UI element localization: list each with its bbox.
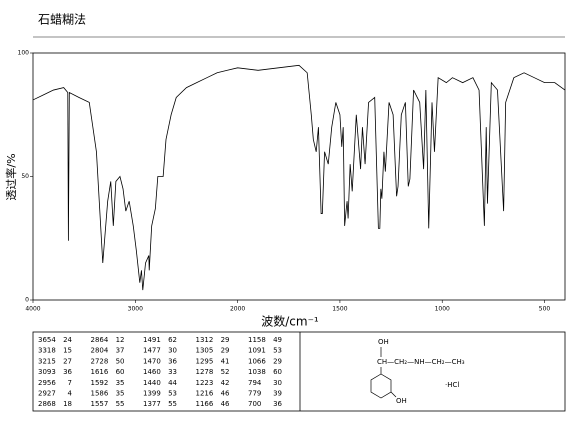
peak-transmittance: 50 — [116, 357, 125, 365]
peak-wavenumber: 1312 — [196, 336, 214, 344]
peak-wavenumber: 3093 — [38, 368, 56, 376]
peak-wavenumber: 1477 — [143, 347, 161, 355]
peak-wavenumber: 1066 — [248, 357, 266, 365]
table-frame — [32, 331, 566, 412]
peak-transmittance: 29 — [273, 357, 282, 365]
peak-wavenumber: 1166 — [196, 400, 214, 408]
peak-wavenumber: 1158 — [248, 336, 266, 344]
peak-wavenumber: 2927 — [38, 390, 56, 398]
peak-wavenumber: 1440 — [143, 379, 161, 387]
peak-transmittance: 33 — [168, 368, 177, 376]
peak-transmittance: 12 — [116, 336, 125, 344]
peak-wavenumber: 1586 — [91, 390, 109, 398]
peak-wavenumber: 3318 — [38, 347, 56, 355]
peak-wavenumber: 1592 — [91, 379, 109, 387]
peak-transmittance: 55 — [168, 400, 177, 408]
y-tick-label: 0 — [25, 297, 29, 304]
peak-wavenumber: 1038 — [248, 368, 266, 376]
structure-chain: CH—CH₂—NH—CH₂—CH₃ — [377, 358, 465, 366]
x-tick-label: 1500 — [332, 306, 347, 313]
peak-transmittance: 18 — [63, 400, 72, 408]
peak-transmittance: 42 — [221, 379, 230, 387]
x-tick-label: 3000 — [128, 306, 143, 313]
peak-wavenumber: 3654 — [38, 336, 56, 344]
peak-transmittance: 53 — [273, 347, 282, 355]
peak-wavenumber: 1377 — [143, 400, 161, 408]
peak-transmittance: 60 — [116, 368, 125, 376]
peak-transmittance: 35 — [116, 379, 125, 387]
peak-wavenumber: 1223 — [196, 379, 214, 387]
x-tick-label: 1000 — [435, 306, 450, 313]
peak-transmittance: 49 — [273, 336, 282, 344]
peak-transmittance: 36 — [273, 400, 282, 408]
peak-wavenumber: 2804 — [91, 347, 109, 355]
peak-transmittance: 24 — [63, 336, 72, 344]
peak-transmittance: 30 — [168, 347, 177, 355]
peak-wavenumber: 2728 — [91, 357, 109, 365]
peak-wavenumber: 1216 — [196, 390, 214, 398]
peak-transmittance: 30 — [273, 379, 282, 387]
peak-transmittance: 4 — [68, 390, 73, 398]
peak-transmittance: 46 — [221, 390, 230, 398]
peak-transmittance: 7 — [68, 379, 72, 387]
peak-transmittance: 29 — [221, 347, 230, 355]
peak-wavenumber: 1470 — [143, 357, 161, 365]
bond — [390, 391, 397, 398]
peak-transmittance: 41 — [221, 357, 230, 365]
peak-wavenumber: 1491 — [143, 336, 161, 344]
peak-wavenumber: 1616 — [91, 368, 109, 376]
x-tick-label: 2000 — [230, 306, 245, 313]
peak-transmittance: 44 — [168, 379, 177, 387]
peak-transmittance: 35 — [116, 390, 125, 398]
peak-wavenumber: 700 — [248, 400, 261, 408]
peak-wavenumber: 3215 — [38, 357, 56, 365]
spectrum-line — [32, 64, 566, 291]
peak-transmittance: 46 — [221, 400, 230, 408]
benzene-ring — [370, 373, 392, 399]
peak-transmittance: 39 — [273, 390, 282, 398]
structure-oh: OH — [378, 338, 389, 346]
peak-transmittance: 15 — [63, 347, 72, 355]
peak-wavenumber: 1278 — [196, 368, 214, 376]
peak-transmittance: 36 — [63, 368, 72, 376]
peak-transmittance: 36 — [168, 357, 177, 365]
peak-wavenumber: 1305 — [196, 347, 214, 355]
peak-wavenumber: 1295 — [196, 357, 214, 365]
peak-transmittance: 37 — [116, 347, 125, 355]
peak-wavenumber: 2868 — [38, 400, 56, 408]
x-axis-label: 波数/cm⁻¹ — [261, 314, 319, 329]
structure-ring-oh: OH — [396, 397, 407, 405]
page-title: 石蜡糊法 — [38, 12, 86, 27]
peak-wavenumber: 1460 — [143, 368, 161, 376]
peak-wavenumber: 1091 — [248, 347, 266, 355]
x-tick-label: 4000 — [25, 306, 40, 313]
peak-wavenumber: 2864 — [91, 336, 109, 344]
peak-transmittance: 62 — [168, 336, 177, 344]
peak-transmittance: 55 — [116, 400, 125, 408]
y-tick-label: 100 — [18, 50, 30, 57]
peak-transmittance: 29 — [221, 336, 230, 344]
peak-transmittance: 53 — [168, 390, 177, 398]
peak-transmittance: 52 — [221, 368, 230, 376]
peak-wavenumber: 779 — [248, 390, 261, 398]
x-tick-label: 500 — [539, 306, 551, 313]
structure: OH CH—CH₂—NH—CH₂—CH₃ OH ·HCl — [370, 338, 465, 405]
peak-transmittance: 60 — [273, 368, 282, 376]
y-axis-label: 透过率/% — [4, 153, 18, 200]
y-tick-label: 50 — [21, 173, 29, 180]
structure-salt: ·HCl — [445, 381, 459, 389]
peak-wavenumber: 794 — [248, 379, 262, 387]
peak-wavenumber: 2956 — [38, 379, 56, 387]
peak-wavenumber: 1557 — [91, 400, 109, 408]
peak-transmittance: 27 — [63, 357, 72, 365]
peak-wavenumber: 1399 — [143, 390, 161, 398]
